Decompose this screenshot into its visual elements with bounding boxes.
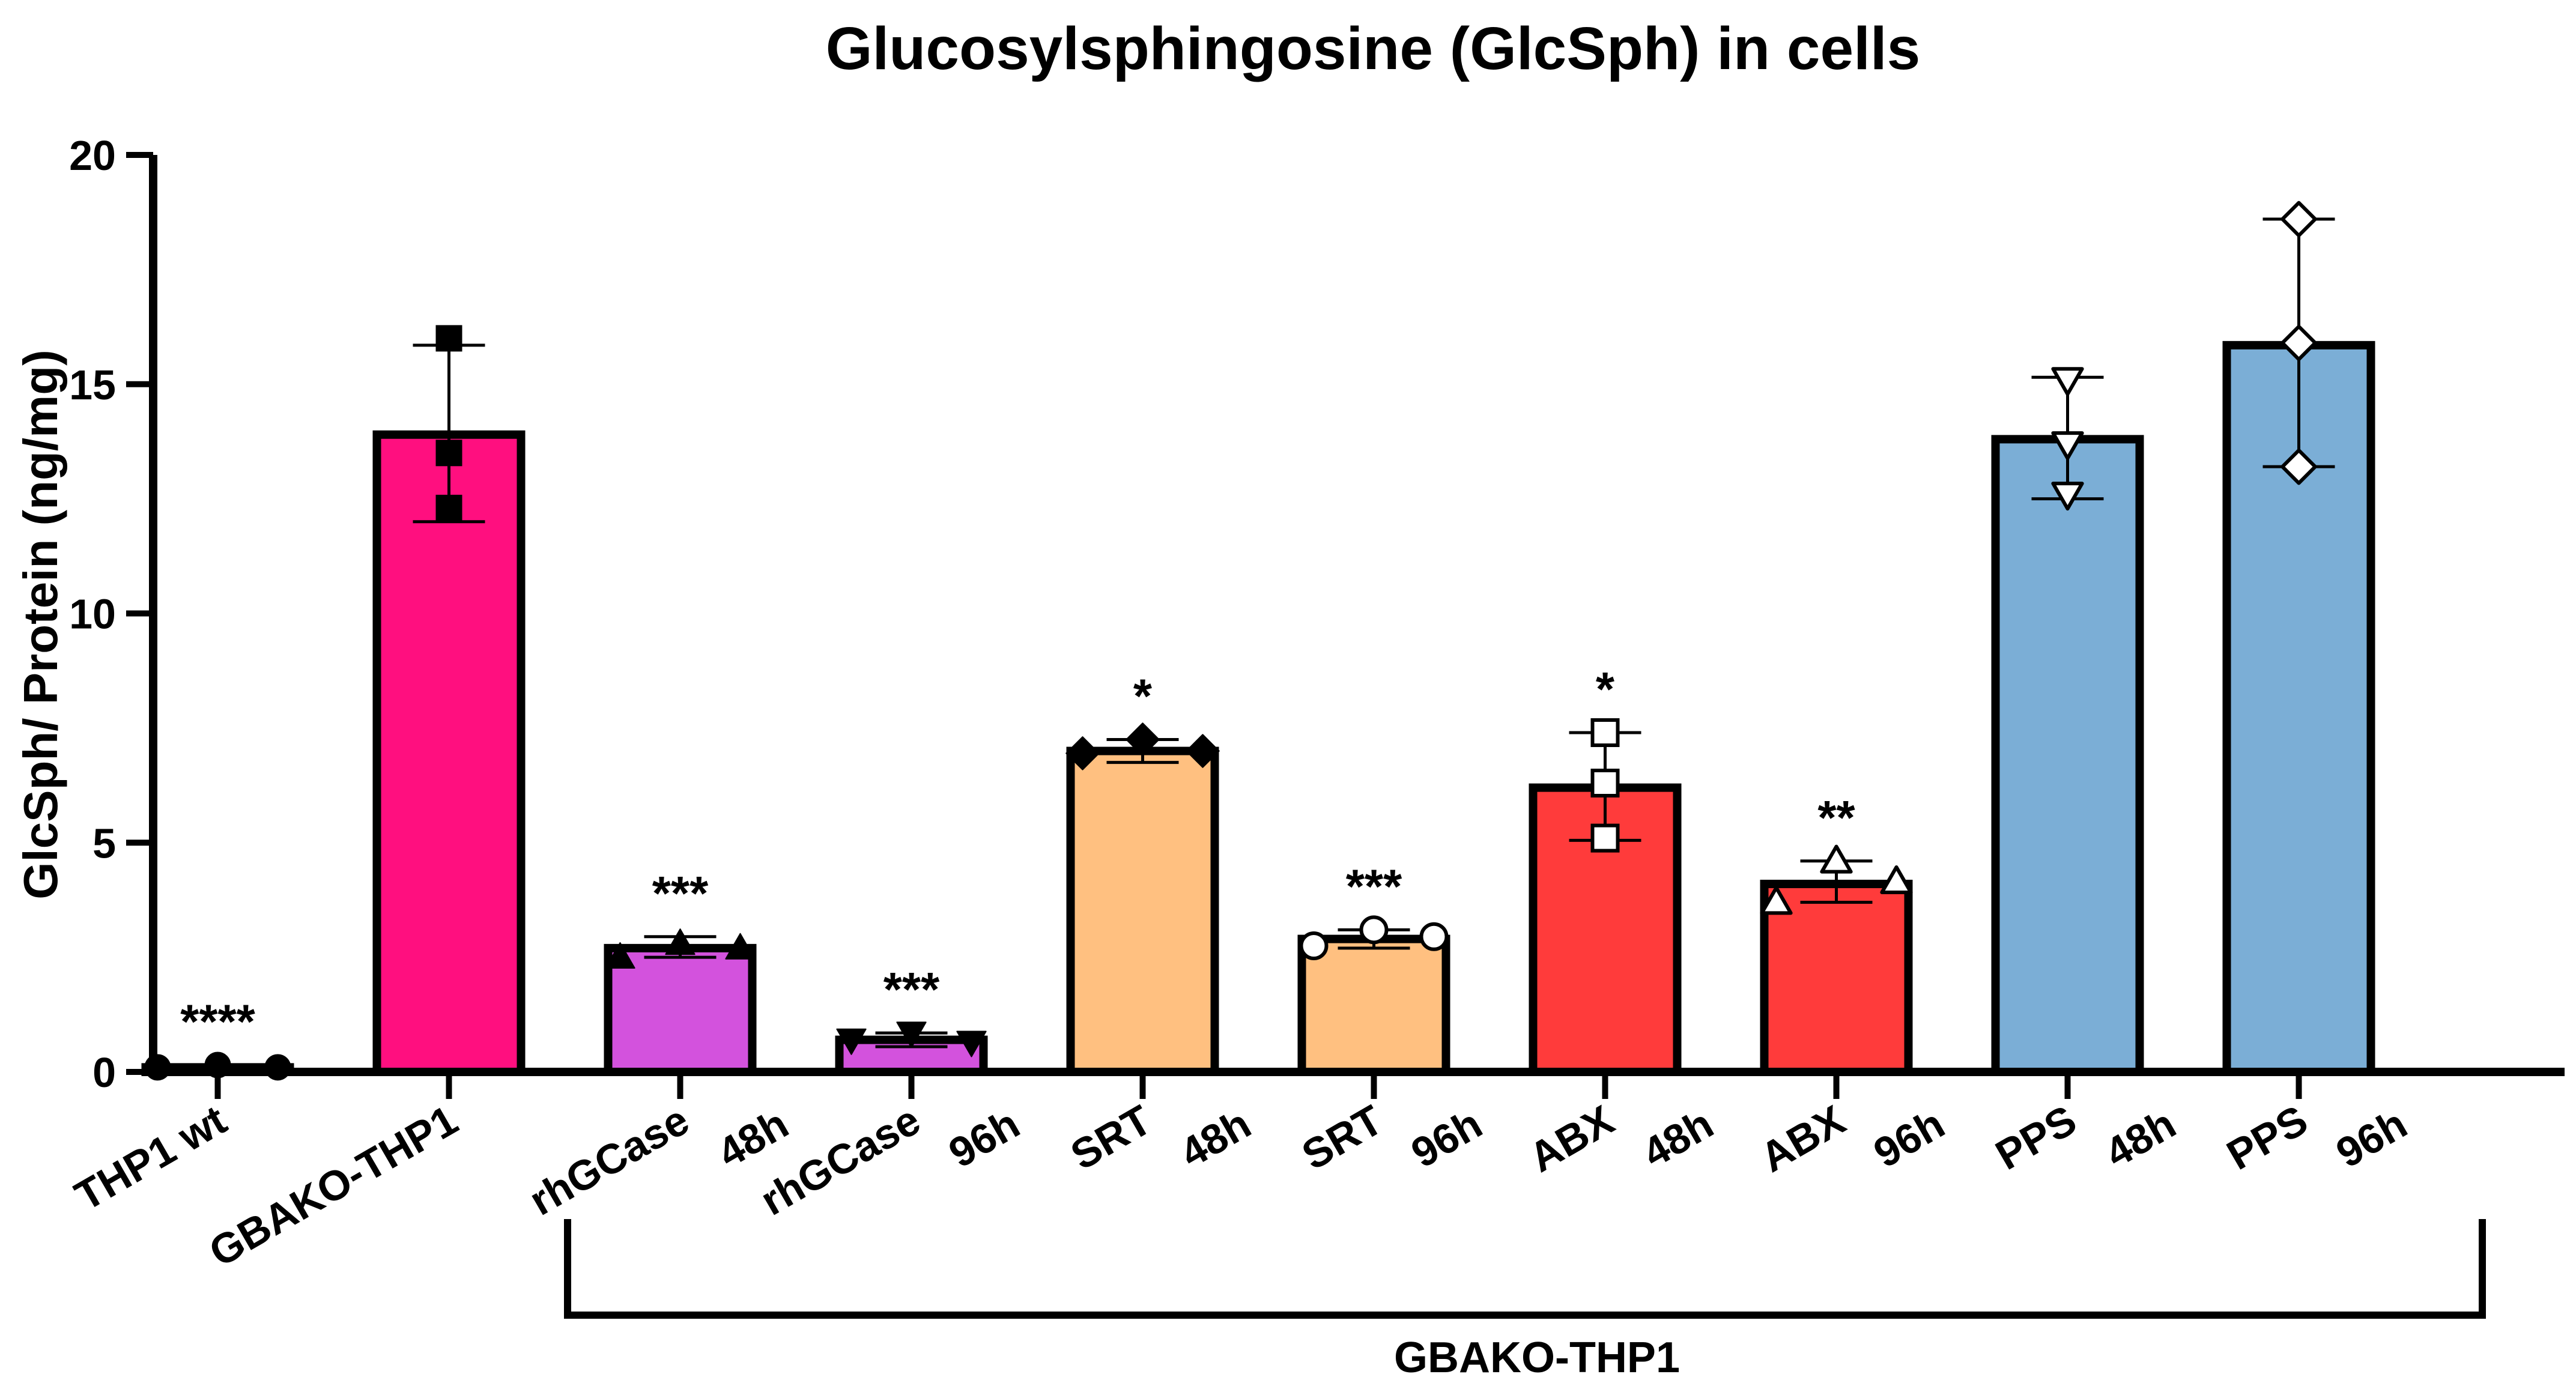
x-tick-label: GBAKO-THP1 [201,1096,465,1276]
data-point [144,1054,171,1081]
data-point [1590,823,1620,853]
bar [1760,879,1913,1076]
data-point [435,325,462,352]
x-tick-label-line: rhGCase [521,1096,697,1224]
significance-label: *** [1346,859,1402,913]
x-tick-label-line: 96h [941,1100,1027,1177]
data-point [836,1028,867,1055]
x-tick-label-line: 96h [1404,1100,1490,1177]
data-point [2281,201,2317,238]
x-tick-label: THP1 wt [67,1096,234,1220]
significance-label: *** [883,963,940,1016]
data-point [435,494,462,521]
significance-label: ** [1817,791,1855,844]
data-point [1065,736,1100,770]
bars-layer [141,340,2375,1077]
x-tick-label: ABX 96h [1753,1054,1952,1227]
data-point [896,1021,927,1049]
significance-label: * [1133,669,1153,722]
data-point [605,942,635,969]
x-tick-label-line: GBAKO-THP1 [201,1096,465,1276]
data-point [264,1054,291,1081]
x-tick-label-line: 48h [710,1100,796,1177]
x-tick-label: rhGCase 96h [753,1054,1027,1270]
x-tick-label: SRT 96h [1294,1054,1490,1224]
group-label: GBAKO-THP1 [1394,1334,1680,1382]
data-point [665,928,696,955]
data-point [2051,482,2084,511]
x-tick-label: ABX 48h [1521,1054,1721,1227]
x-tick-label-line: 96h [1866,1100,1952,1177]
data-point [2281,448,2317,485]
x-tick-label-line: 48h [1635,1100,1721,1177]
x-tick-label: SRT 48h [1063,1054,1258,1224]
chart-title: Glucosylsphingosine (GlcSph) in cells [826,15,1921,82]
data-point [2051,431,2084,461]
axes-layer [126,152,2565,1319]
significance-label: **** [180,995,255,1049]
x-tick-label: rhGCase 48h [521,1054,796,1270]
data-point [956,1030,987,1058]
y-tick-label: 5 [92,820,116,867]
data-point [1590,718,1620,748]
bar [1066,746,1219,1077]
data-point [435,440,462,467]
x-tick-label-line: PPS [2219,1096,2315,1179]
x-tick-label-line: SRT [1294,1096,1390,1179]
x-tick-label: PPS 48h [1988,1054,2184,1224]
data-point [1419,922,1449,951]
bar [1991,435,2144,1076]
y-axis-label: GlcSph/ Protein (ng/mg) [14,350,67,900]
x-tick-label-line: ABX [1521,1096,1622,1181]
y-tick-label: 10 [69,591,116,638]
x-tick-label-line: 96h [2329,1100,2414,1177]
x-tick-label-line: THP1 wt [67,1096,234,1220]
data-point [1820,844,1853,874]
bar [1297,934,1450,1076]
significance-label: *** [652,867,709,920]
x-tick-label-line: PPS [1988,1096,2084,1179]
data-point [1359,915,1389,945]
bar [372,430,526,1076]
x-tick-label-line: ABX [1753,1096,1853,1181]
points-layer [144,201,2317,1081]
y-tick-label: 20 [69,132,116,179]
data-point [2051,367,2084,396]
data-point [1186,734,1220,768]
data-point [1760,886,1793,915]
y-tick-label: 0 [92,1049,116,1096]
significance-label: * [1596,662,1615,716]
y-tick-label: 15 [69,362,116,408]
data-point [1590,768,1620,797]
data-point [725,933,756,960]
data-point [1126,722,1160,757]
x-tick-label-line: 48h [2097,1100,2183,1177]
data-point [1299,931,1329,961]
x-tick-label-line: SRT [1063,1096,1159,1179]
data-point [1880,865,1913,894]
data-point [2281,324,2317,362]
x-tick-label-line: 48h [1172,1100,1258,1177]
group-bracket [564,1219,2486,1319]
x-tick-label: PPS 96h [2219,1054,2415,1224]
